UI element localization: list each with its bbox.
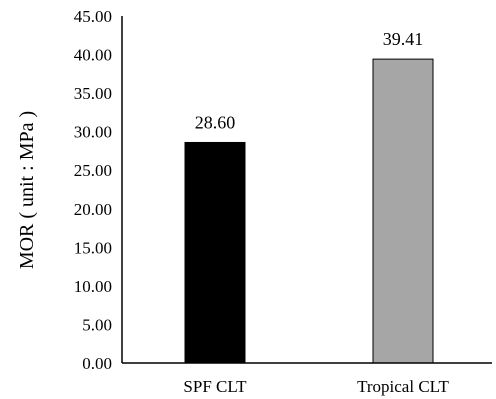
y-tick-label: 35.00: [74, 84, 112, 103]
y-tick-label: 15.00: [74, 238, 112, 257]
x-category-label: SPF CLT: [183, 377, 247, 396]
y-axis-title: MOR ( unit : MPa ): [16, 111, 38, 269]
y-tick-label: 10.00: [74, 277, 112, 296]
y-tick-label: 45.00: [74, 7, 112, 26]
y-tick-label: 5.00: [82, 315, 112, 334]
y-tick-label: 20.00: [74, 200, 112, 219]
y-tick-label: 0.00: [82, 354, 112, 373]
data-label: 28.60: [195, 112, 236, 132]
bars: [184, 58, 434, 364]
bar-tropical-clt: [372, 58, 434, 364]
x-axis-category-labels: SPF CLT Tropical CLT: [183, 377, 449, 396]
y-tick-label: 30.00: [74, 123, 112, 142]
x-category-label: Tropical CLT: [357, 377, 449, 396]
y-tick-label: 25.00: [74, 161, 112, 180]
bar-spf-clt: [184, 141, 246, 364]
data-label: 39.41: [383, 29, 424, 49]
y-tick-label: 40.00: [74, 46, 112, 65]
y-axis-ticks: 0.00 5.00 10.00 15.00 20.00 25.00 30.00 35.00 40…: [74, 7, 112, 373]
data-labels: 28.60 39.41: [195, 29, 424, 132]
